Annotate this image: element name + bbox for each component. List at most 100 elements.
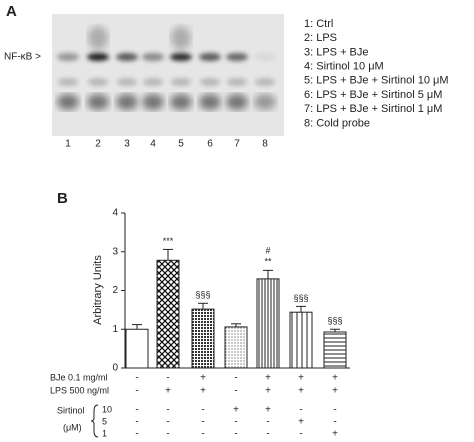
bar <box>191 308 215 369</box>
band <box>254 53 276 61</box>
treatment-mark: + <box>298 373 304 384</box>
dose-label: 10 <box>102 404 112 414</box>
free-probe <box>199 94 221 110</box>
legend-item: 3: LPS + BJe <box>304 46 369 58</box>
lane-label: 5 <box>178 139 184 150</box>
treatment-mark: - <box>299 429 302 440</box>
marker-label: NF-κB > <box>4 52 41 63</box>
legend-item: 5: LPS + BJe + Sirtinol 10 μM <box>304 75 449 87</box>
legend-item: 8: Cold probe <box>304 117 370 129</box>
treatment-mark: + <box>265 405 271 416</box>
legend-item: 6: LPS + BJe + Sirtinol 5 μM <box>304 89 442 101</box>
free-probe <box>116 94 138 110</box>
bar <box>224 326 248 369</box>
treatment-mark: + <box>332 429 338 440</box>
treatment-mark: - <box>166 429 169 440</box>
lane-label: 4 <box>150 139 156 150</box>
treatment-mark: - <box>266 417 269 428</box>
treatment-mark: - <box>266 429 269 440</box>
treatment-mark: - <box>166 373 169 384</box>
panel-label: A <box>6 3 17 20</box>
lane-label: 7 <box>234 139 240 150</box>
treatment-mark: + <box>298 417 304 428</box>
treatment-mark: - <box>201 429 204 440</box>
free-probe <box>88 78 108 86</box>
y-tick-label: 4 <box>112 208 118 219</box>
treatment-mark: - <box>299 405 302 416</box>
band <box>226 53 248 61</box>
y-tick-label: 0 <box>112 363 118 374</box>
bar <box>156 259 180 369</box>
legend-item: 7: LPS + BJe + Sirtinol 1 μM <box>304 103 442 115</box>
significance-label: # <box>265 246 270 256</box>
treatment-mark: - <box>135 405 138 416</box>
treatment-mark: + <box>200 386 206 397</box>
lane-label: 2 <box>95 139 101 150</box>
sirtinol-unit: (μM) <box>63 422 82 432</box>
y-tick-label: 2 <box>112 285 118 296</box>
treatment-mark: - <box>333 417 336 428</box>
dose-label: 1 <box>102 428 107 438</box>
free-probe <box>171 78 191 86</box>
free-probe <box>226 94 248 110</box>
significance-label: §§§ <box>293 293 308 303</box>
free-probe <box>142 94 164 110</box>
free-probe <box>255 78 275 86</box>
band <box>170 53 192 61</box>
treatment-mark: - <box>201 405 204 416</box>
treatment-label: LPS 500 ng/ml <box>50 385 109 395</box>
free-probe <box>254 94 276 110</box>
treatment-mark: + <box>332 373 338 384</box>
band <box>57 53 79 61</box>
panel-label: B <box>57 190 68 207</box>
treatment-label: BJe 0.1 mg/ml <box>50 372 108 382</box>
free-probe <box>143 78 163 86</box>
treatment-mark: - <box>135 386 138 397</box>
significance-label: §§§ <box>195 290 210 300</box>
treatment-mark: - <box>201 417 204 428</box>
treatment-mark: + <box>332 386 338 397</box>
treatment-mark: - <box>234 429 237 440</box>
free-probe <box>58 78 78 86</box>
treatment-mark: + <box>265 373 271 384</box>
treatment-mark: - <box>166 405 169 416</box>
free-probe <box>170 94 192 110</box>
treatment-mark: + <box>165 386 171 397</box>
treatment-mark: - <box>234 373 237 384</box>
treatment-mark: - <box>166 417 169 428</box>
smear <box>171 26 191 50</box>
significance-label: ** <box>264 257 272 267</box>
lane-label: 6 <box>207 139 213 150</box>
treatment-mark: + <box>233 405 239 416</box>
treatment-mark: - <box>135 373 138 384</box>
free-probe <box>57 94 79 110</box>
treatment-mark: - <box>333 405 336 416</box>
gel-image <box>52 14 284 136</box>
treatment-mark: - <box>234 417 237 428</box>
legend-item: 2: LPS <box>304 32 337 44</box>
treatment-mark: + <box>298 386 304 397</box>
y-tick-label: 1 <box>112 324 118 335</box>
band <box>199 53 221 61</box>
bar <box>323 331 347 369</box>
treatment-mark: - <box>135 429 138 440</box>
significance-label: *** <box>163 236 174 246</box>
smear <box>88 26 108 50</box>
treatment-mark: - <box>234 386 237 397</box>
free-probe <box>200 78 220 86</box>
band <box>142 53 164 61</box>
free-probe <box>87 94 109 110</box>
free-probe <box>117 78 137 86</box>
legend-item: 1: Ctrl <box>304 18 333 30</box>
treatment-mark: - <box>135 417 138 428</box>
bar <box>125 328 149 369</box>
treatment-mark: + <box>200 373 206 384</box>
band <box>87 53 109 61</box>
treatment-mark: + <box>265 386 271 397</box>
dose-label: 5 <box>102 416 107 426</box>
sirtinol-label: Sirtinol <box>57 405 85 415</box>
y-tick-label: 3 <box>112 246 118 257</box>
brace <box>90 404 99 438</box>
